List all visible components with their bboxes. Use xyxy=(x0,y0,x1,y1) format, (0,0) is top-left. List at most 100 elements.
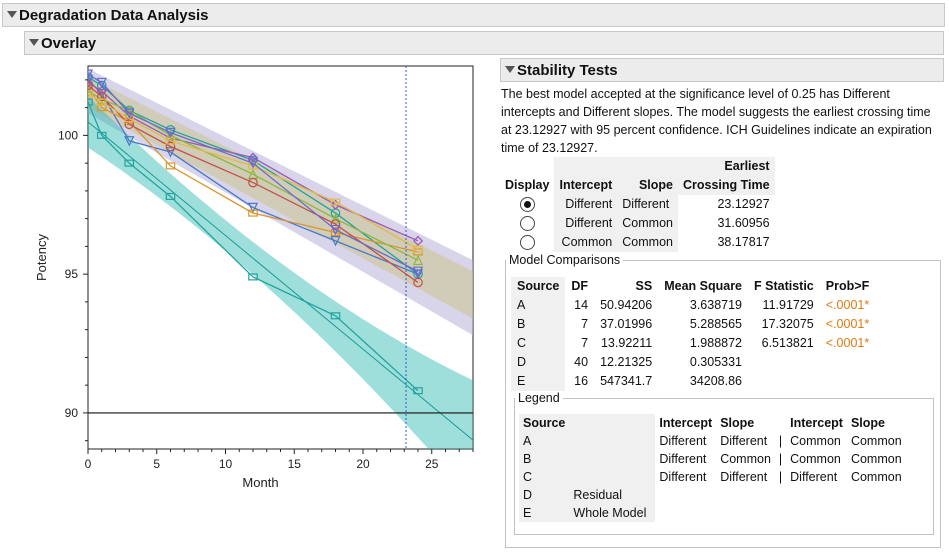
data-point xyxy=(88,80,93,91)
x-tick-label: 20 xyxy=(356,457,370,471)
data-point xyxy=(248,177,258,188)
table-row: A Different Different | Common Common xyxy=(519,432,906,450)
y-tick-label: 100 xyxy=(58,128,78,142)
y-tick-label: 90 xyxy=(65,406,79,420)
mc-source-header: Source xyxy=(511,277,566,296)
data-point xyxy=(165,192,176,200)
stability-tests-header[interactable]: Stability Tests xyxy=(500,58,944,82)
table-row: C 7 13.92211 1.988872 6.513821 <.0001* xyxy=(511,334,875,353)
mc-f-header: F Statistic xyxy=(754,279,814,293)
table-row: D 40 12.21325 0.305331 xyxy=(511,353,875,372)
data-point xyxy=(248,273,258,281)
data-point xyxy=(247,152,259,163)
overlay-chart-svg: 0 5 10 15 20 25 90 95 100 Month Potency xyxy=(34,65,474,490)
fit-line xyxy=(88,121,473,441)
legend-title: Legend xyxy=(518,391,560,405)
data-point xyxy=(96,131,107,139)
table-row: B 7 37.01996 5.288565 17.32075 <.0001* xyxy=(511,315,875,334)
display-radio-1[interactable] xyxy=(519,197,535,213)
data-point xyxy=(330,236,341,247)
legend-intercept-header-2: Intercept xyxy=(790,416,843,430)
disclosure-triangle-icon[interactable] xyxy=(29,39,39,46)
legend-group: Legend xyxy=(514,391,934,535)
display-radio-3[interactable] xyxy=(519,235,535,251)
data-point xyxy=(330,219,341,229)
table-row: E Whole Model xyxy=(519,504,906,522)
series-line xyxy=(88,84,419,284)
data-point xyxy=(330,224,341,236)
mc-df-header: DF xyxy=(571,279,589,293)
degradation-analysis-header[interactable]: Degradation Data Analysis xyxy=(2,3,945,27)
x-tick-label: 25 xyxy=(425,457,439,471)
legend-table: Source Intercept Slope Intercept Slope A… xyxy=(519,414,906,522)
x-tick-label: 0 xyxy=(85,457,92,471)
data-point xyxy=(330,312,341,320)
stability-display-table: Earliest Display Intercept Slope Crossin… xyxy=(500,157,775,252)
x-tick-label: 15 xyxy=(288,457,302,471)
series-line xyxy=(88,76,419,275)
data-point xyxy=(330,198,341,206)
display-header: Display xyxy=(505,178,550,192)
data-point xyxy=(96,91,107,102)
x-tick-label: 5 xyxy=(153,457,160,471)
data-point xyxy=(124,108,135,119)
series-line xyxy=(88,73,419,272)
data-point xyxy=(247,158,259,169)
data-point xyxy=(96,98,107,106)
legend-intercept-header-1: Intercept xyxy=(659,416,713,430)
display-radio-2[interactable] xyxy=(519,216,535,232)
data-point xyxy=(165,147,176,158)
table-row: C Different Different | Different Common xyxy=(519,468,906,486)
data-point xyxy=(124,136,135,147)
data-point xyxy=(165,127,176,139)
legend-source-header: Source xyxy=(519,414,570,432)
data-point xyxy=(247,202,259,214)
table-row: A 14 50.94206 3.638719 11.91729 <.0001* xyxy=(511,296,875,315)
mc-ss-header: SS xyxy=(635,279,653,293)
legend-slope-header-1: Slope xyxy=(720,416,755,430)
data-point xyxy=(413,277,423,288)
data-point xyxy=(165,129,176,141)
data-point xyxy=(124,115,135,123)
x-tick-label: 10 xyxy=(219,457,233,471)
data-point xyxy=(96,77,107,89)
data-point xyxy=(413,245,423,253)
table-row: E 16 547341.7 34208.86 xyxy=(511,372,875,391)
degradation-analysis-title: Degradation Data Analysis xyxy=(19,6,209,24)
table-row: D Residual xyxy=(519,486,906,504)
x-axis-label: Month xyxy=(242,475,278,490)
data-point xyxy=(412,235,424,246)
y-tick-label: 95 xyxy=(65,267,79,281)
series-line xyxy=(88,93,419,250)
data-point xyxy=(124,119,135,130)
data-point xyxy=(412,254,424,266)
overlay-title: Overlay xyxy=(41,34,97,52)
slope-header: Slope xyxy=(617,176,678,195)
data-point xyxy=(412,266,424,277)
mc-p-header: Prob>F xyxy=(825,279,870,293)
data-point xyxy=(88,98,93,106)
intercept-header: Intercept xyxy=(554,176,618,195)
crossing-header-line2: Crossing Time xyxy=(677,176,775,195)
model-comparisons-table: Source DF SS Mean Square F Statistic Pro… xyxy=(511,277,875,391)
data-point xyxy=(165,141,176,152)
data-point xyxy=(88,69,94,80)
disclosure-triangle-icon[interactable] xyxy=(7,11,17,18)
data-point xyxy=(330,213,341,224)
model-comparisons-title: Model Comparisons xyxy=(509,253,621,267)
data-point xyxy=(88,77,94,88)
data-point xyxy=(165,162,176,170)
table-row: Different Common 31.60956 xyxy=(500,214,775,233)
data-point xyxy=(248,209,258,217)
series-line xyxy=(88,87,419,253)
crossing-header-line1: Earliest xyxy=(677,157,775,176)
data-point xyxy=(413,387,423,395)
legend-slope-header-2: Slope xyxy=(850,416,885,430)
stability-description: The best model accepted at the significa… xyxy=(501,87,932,155)
table-row: Common Common 38.17817 xyxy=(500,233,775,252)
disclosure-triangle-icon[interactable] xyxy=(505,66,515,73)
data-point xyxy=(124,159,135,167)
overlay-chart: 0 5 10 15 20 25 90 95 100 Month Potency xyxy=(30,60,480,500)
series-line xyxy=(88,101,419,392)
overlay-header[interactable]: Overlay xyxy=(24,31,944,55)
